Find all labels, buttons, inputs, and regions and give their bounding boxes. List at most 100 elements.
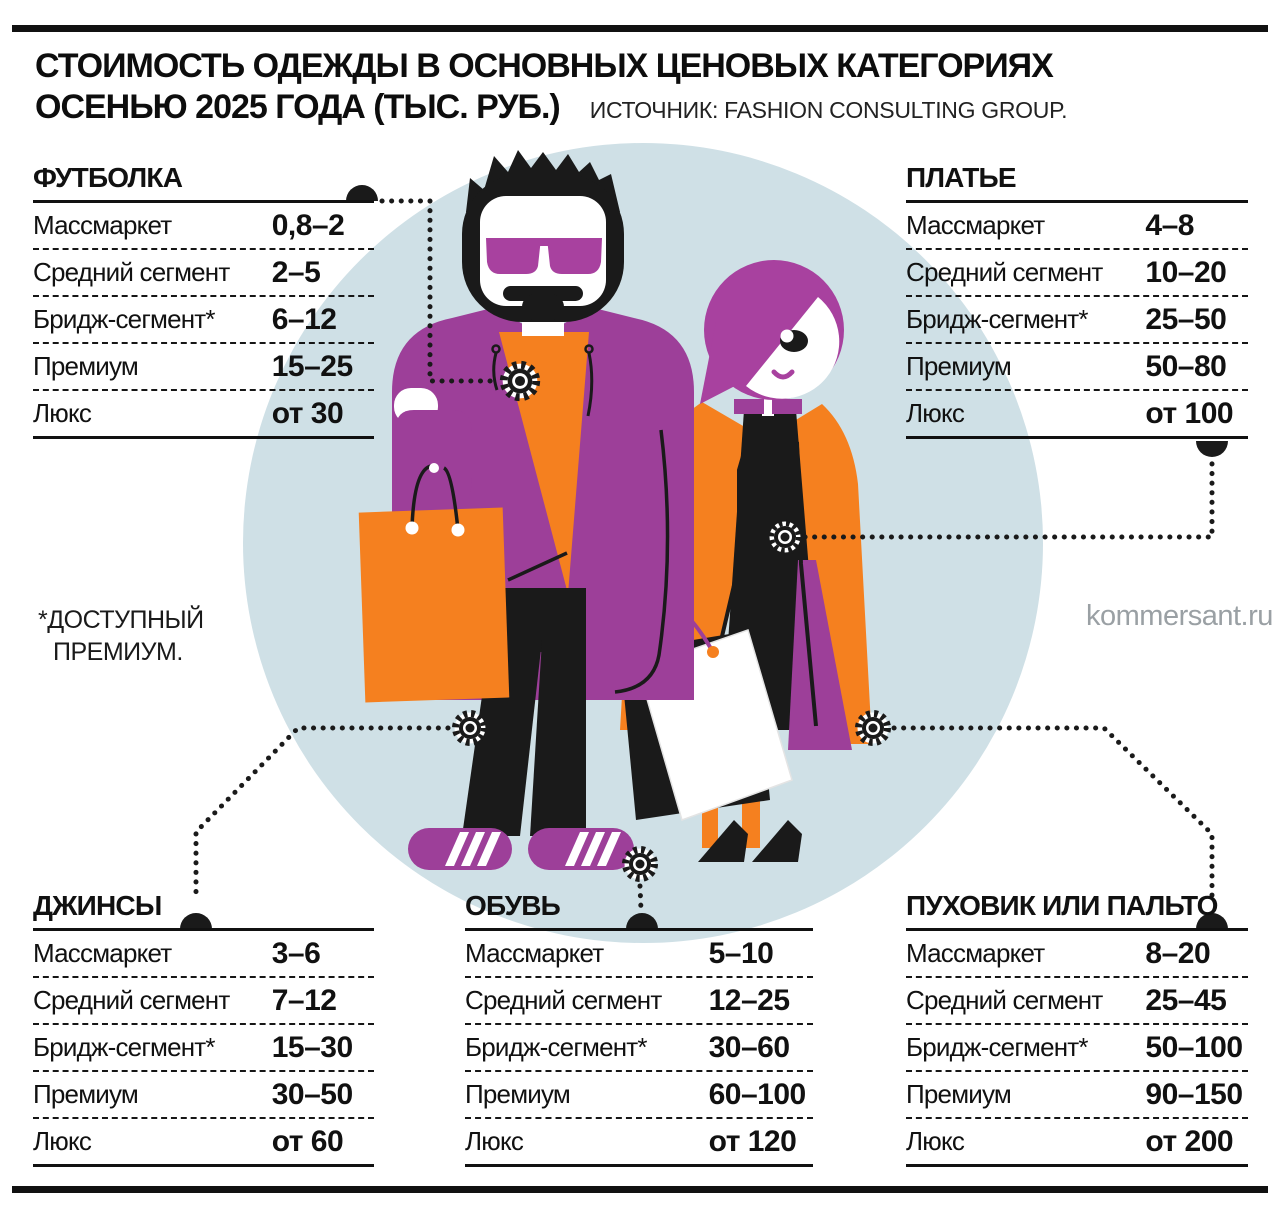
- table-row: Люкс от 60: [33, 1119, 374, 1167]
- table-row: Премиум 15–25: [33, 344, 374, 391]
- price-value: 50–100: [1145, 1030, 1243, 1064]
- segment-label: Премиум: [33, 351, 139, 381]
- segment-label: Премиум: [33, 1079, 139, 1109]
- segment-label: Массмаркет: [465, 938, 604, 968]
- man-face: [480, 196, 606, 306]
- table-row: Бридж-сегмент* 50–100: [906, 1025, 1248, 1072]
- segment-label: Премиум: [465, 1079, 571, 1109]
- table-row: Люкс от 100: [906, 391, 1248, 439]
- connector-tshirt: [379, 198, 499, 384]
- top-rule: [12, 25, 1268, 32]
- price-value: 6–12: [271, 302, 337, 336]
- segment-label: Премиум: [906, 1079, 1012, 1109]
- table-title: ПУХОВИК ИЛИ ПАЛЬТО: [906, 890, 1248, 931]
- price-value: 10–20: [1145, 255, 1227, 289]
- table-shoes: ОБУВЬ Массмаркет 5–10 Средний сегмент 12–2…: [465, 890, 813, 1167]
- page-title-line2: ОСЕНЬЮ 2025 ГОДА (ТЫС. РУБ.): [35, 88, 561, 126]
- table-tshirt: ФУТБОЛКА Массмаркет 0,8–2 Средний сегмент…: [33, 162, 374, 439]
- price-value: 25–45: [1145, 983, 1227, 1017]
- segment-label: Бридж-сегмент*: [33, 1032, 216, 1062]
- connector-jeans: [193, 725, 451, 899]
- segment-label: Бридж-сегмент*: [906, 304, 1089, 334]
- table-row: Бридж-сегмент* 6–12: [33, 297, 374, 344]
- smile: [771, 369, 795, 380]
- segment-label: Люкс: [33, 1126, 92, 1156]
- price-value: 8–20: [1145, 936, 1211, 970]
- orange-shopping-bag: [358, 507, 510, 703]
- sneakers: [408, 828, 634, 870]
- segment-label: Средний сегмент: [465, 985, 662, 1015]
- page-header: СТОИМОСТЬ ОДЕЖДЫ В ОСНОВНЫХ ЦЕНОВЫХ КАТЕ…: [35, 46, 1265, 128]
- gear-icon-coat: [858, 713, 889, 744]
- connector-dot: [180, 913, 212, 929]
- segment-label: Средний сегмент: [906, 985, 1103, 1015]
- gear-icon-shoes: [625, 849, 656, 880]
- table-row: Премиум 30–50: [33, 1072, 374, 1119]
- watermark-kommersant: kommersant.ru: [1086, 600, 1273, 632]
- price-value: от 120: [708, 1124, 797, 1158]
- segment-label: Бридж-сегмент*: [465, 1032, 648, 1062]
- segment-label: Массмаркет: [906, 938, 1045, 968]
- connector-dot: [1196, 441, 1228, 457]
- price-value: 90–150: [1145, 1077, 1243, 1111]
- mustache: [503, 286, 583, 301]
- table-title: ФУТБОЛКА: [33, 162, 374, 203]
- segment-label: Массмаркет: [33, 938, 172, 968]
- segment-label: Средний сегмент: [33, 257, 230, 287]
- connector-dot: [346, 185, 378, 201]
- price-value: 30–50: [271, 1077, 353, 1111]
- connector-dots: [180, 185, 1228, 929]
- connector-shoes: [637, 883, 644, 913]
- segment-label: Средний сегмент: [33, 985, 230, 1015]
- price-value: 12–25: [708, 983, 790, 1017]
- gear-icon-dress: [770, 522, 801, 553]
- man-figure: [358, 150, 694, 870]
- table-row: Массмаркет 8–20: [906, 931, 1248, 978]
- dotted-connector-lines: [193, 198, 1215, 913]
- table-title: ДЖИНСЫ: [33, 890, 374, 931]
- table-dress: ПЛАТЬЕ Массмаркет 4–8 Средний сегмент 10–2…: [906, 162, 1248, 439]
- table-row: Премиум 90–150: [906, 1072, 1248, 1119]
- price-value: 0,8–2: [271, 208, 345, 242]
- price-value: 25–50: [1145, 302, 1227, 336]
- footnote-line1: *ДОСТУПНЫЙ: [38, 606, 204, 634]
- table-title: ПЛАТЬЕ: [906, 162, 1248, 203]
- table-row: Премиум 50–80: [906, 344, 1248, 391]
- connector-dot: [626, 913, 658, 929]
- price-value: 50–80: [1145, 349, 1227, 383]
- goatee: [522, 294, 564, 320]
- table-jeans: ДЖИНСЫ Массмаркет 3–6 Средний сегмент 7–12…: [33, 890, 374, 1167]
- table-row: Бридж-сегмент* 25–50: [906, 297, 1248, 344]
- segment-label: Люкс: [465, 1126, 524, 1156]
- table-row: Средний сегмент 10–20: [906, 250, 1248, 297]
- segment-label: Бридж-сегмент*: [906, 1032, 1089, 1062]
- segment-label: Массмаркет: [33, 210, 172, 240]
- price-value: от 200: [1145, 1124, 1234, 1158]
- price-value: 7–12: [271, 983, 337, 1017]
- connector-dot: [1196, 913, 1228, 929]
- segment-label: Бридж-сегмент*: [33, 304, 216, 334]
- table-row: Бридж-сегмент* 30–60: [465, 1025, 813, 1072]
- table-row: Массмаркет 0,8–2: [33, 203, 374, 250]
- table-row: Средний сегмент 25–45: [906, 978, 1248, 1025]
- price-value: 30–60: [708, 1030, 790, 1064]
- price-value: 60–100: [708, 1077, 807, 1111]
- table-row: Массмаркет 5–10: [465, 931, 813, 978]
- page-title-line1: СТОИМОСТЬ ОДЕЖДЫ В ОСНОВНЫХ ЦЕНОВЫХ КАТЕ…: [35, 47, 1054, 85]
- table-coat: ПУХОВИК ИЛИ ПАЛЬТО Массмаркет 8–20 Средни…: [906, 890, 1248, 1167]
- price-value: 3–6: [271, 936, 321, 970]
- connector-dress: [802, 456, 1215, 540]
- footnote-line2: ПРЕМИУМ.: [53, 638, 183, 666]
- segment-label: Средний сегмент: [906, 257, 1103, 287]
- table-row: Люкс от 120: [465, 1119, 813, 1167]
- gear-icon-tshirt: [503, 364, 538, 399]
- price-value: 5–10: [708, 936, 774, 970]
- gear-icon-jeans: [455, 713, 486, 744]
- table-row: Средний сегмент 7–12: [33, 978, 374, 1025]
- bottom-rule: [12, 1186, 1268, 1193]
- footnote: *ДОСТУПНЫЙ ПРЕМИУМ.: [38, 604, 204, 668]
- segment-label: Люкс: [906, 398, 965, 428]
- price-value: от 30: [271, 396, 344, 430]
- connector-coat: [891, 725, 1215, 899]
